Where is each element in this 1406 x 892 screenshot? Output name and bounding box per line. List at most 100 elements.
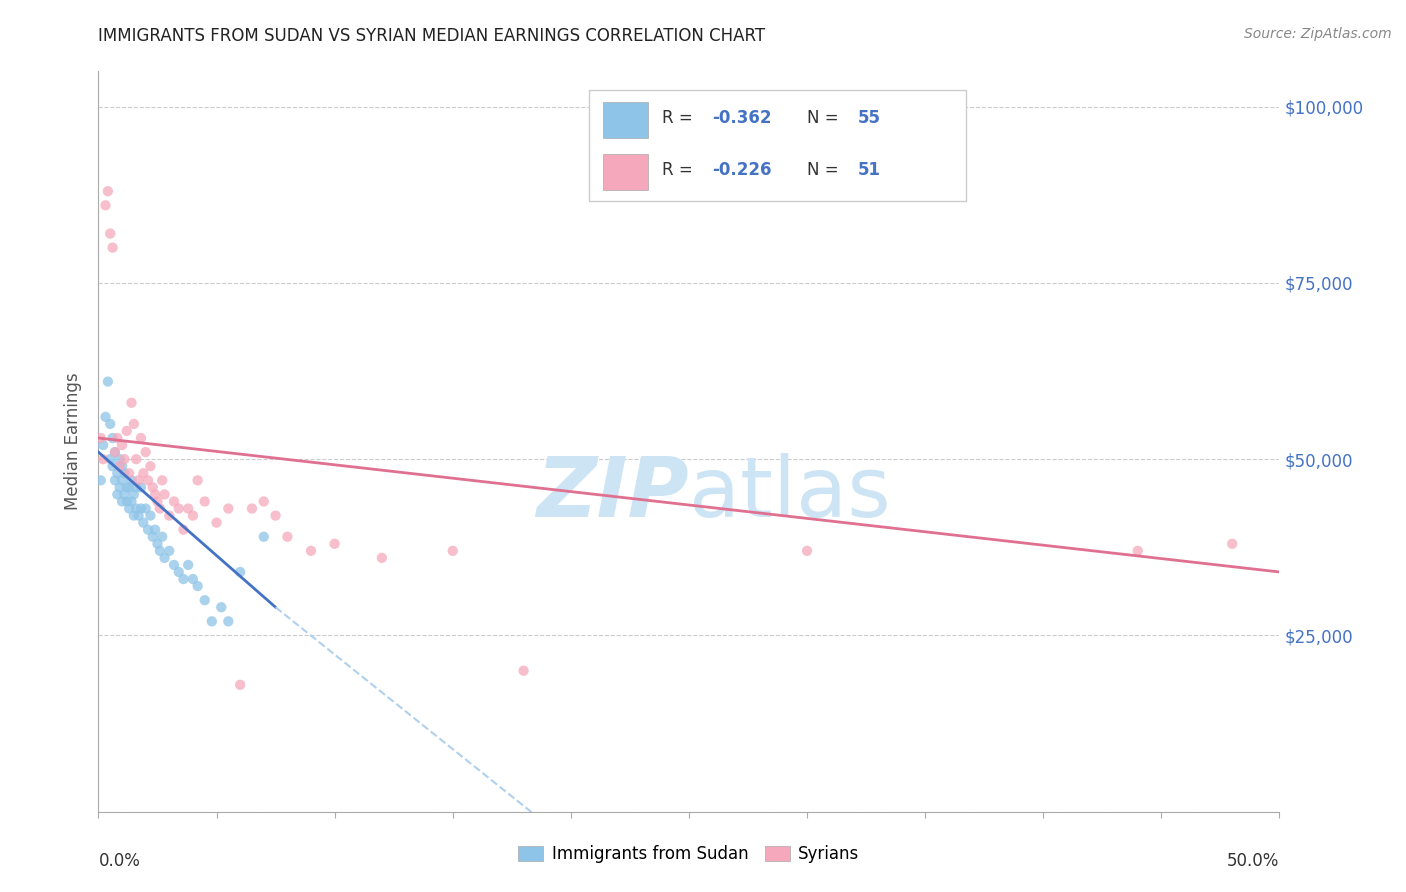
Point	[118, 501, 141, 516]
Point	[90, 473, 112, 487]
Point	[129, 501, 152, 516]
Point	[172, 572, 194, 586]
Point	[118, 467, 141, 481]
Point	[98, 452, 121, 467]
Text: IMMIGRANTS FROM SUDAN VS SYRIAN MEDIAN EARNINGS CORRELATION CHART: IMMIGRANTS FROM SUDAN VS SYRIAN MEDIAN E…	[98, 27, 765, 45]
Text: 51: 51	[858, 161, 880, 178]
Point	[253, 530, 276, 544]
Point	[101, 241, 124, 255]
Text: 55: 55	[858, 109, 880, 127]
Point	[98, 227, 121, 241]
Point	[177, 501, 200, 516]
FancyBboxPatch shape	[603, 103, 648, 138]
Point	[122, 508, 145, 523]
Point	[105, 431, 128, 445]
Point	[115, 480, 138, 494]
Point	[135, 501, 157, 516]
Point	[153, 487, 176, 501]
Point	[146, 537, 169, 551]
Point	[149, 501, 172, 516]
Point	[111, 494, 134, 508]
Point	[132, 516, 155, 530]
Y-axis label: Median Earnings: Median Earnings	[65, 373, 83, 510]
Point	[264, 508, 287, 523]
Point	[181, 572, 204, 586]
Point	[194, 494, 217, 508]
Point	[125, 480, 148, 494]
Point	[91, 452, 114, 467]
Point	[201, 615, 224, 629]
Point	[441, 544, 464, 558]
Point	[104, 445, 127, 459]
Text: 50.0%: 50.0%	[1227, 853, 1279, 871]
Point	[129, 431, 152, 445]
Point	[163, 558, 186, 572]
Point	[112, 467, 135, 481]
Point	[118, 480, 141, 494]
Text: ZIP: ZIP	[536, 453, 689, 534]
Point	[217, 615, 239, 629]
Point	[150, 530, 173, 544]
Point	[121, 396, 143, 410]
Point	[108, 452, 131, 467]
Point	[97, 184, 120, 198]
Point	[101, 431, 124, 445]
Point	[112, 487, 135, 501]
Point	[157, 544, 180, 558]
Point	[153, 550, 176, 565]
Point	[115, 494, 138, 508]
Point	[299, 544, 322, 558]
Point	[139, 459, 162, 474]
Point	[371, 550, 394, 565]
Point	[94, 409, 117, 424]
Point	[121, 473, 143, 487]
Point	[229, 678, 252, 692]
Point	[177, 558, 200, 572]
Point	[142, 530, 165, 544]
Point	[187, 579, 209, 593]
Point	[108, 459, 131, 474]
Point	[111, 438, 134, 452]
Point	[132, 467, 155, 481]
Text: N =: N =	[807, 161, 844, 178]
Point	[125, 501, 148, 516]
Point	[187, 473, 209, 487]
Point	[115, 424, 138, 438]
Point	[112, 452, 135, 467]
Point	[194, 593, 217, 607]
Text: Source: ZipAtlas.com: Source: ZipAtlas.com	[1244, 27, 1392, 41]
Point	[276, 530, 298, 544]
Point	[172, 523, 194, 537]
Text: R =: R =	[662, 109, 697, 127]
Point	[111, 459, 134, 474]
Point	[150, 473, 173, 487]
Point	[122, 487, 145, 501]
Point	[91, 438, 114, 452]
Point	[209, 600, 232, 615]
Point	[143, 523, 166, 537]
Point	[167, 565, 190, 579]
Point	[136, 523, 159, 537]
Point	[253, 494, 276, 508]
Point	[139, 508, 162, 523]
Point	[205, 516, 228, 530]
Point	[149, 544, 172, 558]
Point	[181, 508, 204, 523]
Point	[108, 480, 131, 494]
Text: R =: R =	[662, 161, 697, 178]
Point	[146, 494, 169, 508]
Text: N =: N =	[807, 109, 844, 127]
Point	[143, 487, 166, 501]
Point	[105, 467, 128, 481]
Text: -0.226: -0.226	[713, 161, 772, 178]
Legend: Immigrants from Sudan, Syrians: Immigrants from Sudan, Syrians	[512, 838, 866, 870]
Point	[142, 480, 165, 494]
Point	[125, 452, 148, 467]
Point	[104, 473, 127, 487]
Point	[128, 508, 150, 523]
Point	[1126, 544, 1149, 558]
Point	[157, 508, 180, 523]
Text: 0.0%: 0.0%	[98, 853, 141, 871]
Point	[94, 198, 117, 212]
Point	[796, 544, 818, 558]
